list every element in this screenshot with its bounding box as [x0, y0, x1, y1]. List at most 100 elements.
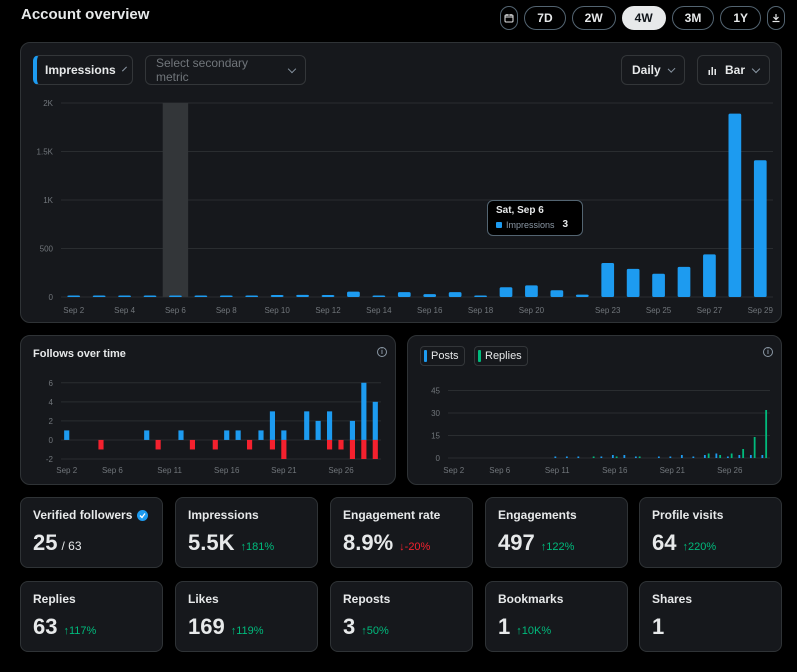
- impressions-bar[interactable]: [169, 295, 182, 298]
- replies-bar[interactable]: [753, 437, 756, 458]
- impressions-bar[interactable]: [474, 295, 487, 298]
- posts-bar[interactable]: [761, 455, 764, 458]
- primary-metric-dropdown[interactable]: Impressions: [33, 55, 133, 85]
- impressions-bar[interactable]: [728, 113, 742, 297]
- secondary-metric-dropdown[interactable]: Select secondary metric: [145, 55, 306, 85]
- follows-bar[interactable]: [315, 420, 321, 440]
- unfollows-bar[interactable]: [247, 439, 253, 450]
- impressions-bar[interactable]: [67, 295, 81, 298]
- unfollows-bar[interactable]: [338, 439, 344, 450]
- follows-bar[interactable]: [144, 430, 150, 440]
- legend-posts[interactable]: Posts: [420, 346, 465, 366]
- unfollows-bar[interactable]: [361, 439, 367, 459]
- impressions-bar[interactable]: [575, 294, 589, 297]
- metric-card-shares[interactable]: Shares 1: [639, 581, 782, 652]
- legend-replies[interactable]: Replies: [474, 346, 528, 366]
- unfollows-bar[interactable]: [372, 439, 378, 459]
- download-icon[interactable]: [767, 6, 785, 30]
- posts-bar[interactable]: [565, 456, 568, 459]
- follows-bar[interactable]: [235, 430, 241, 440]
- chart-type-dropdown[interactable]: Bar: [697, 55, 770, 85]
- impressions-bar[interactable]: [677, 266, 691, 297]
- impressions-bar[interactable]: [448, 292, 462, 297]
- follows-bar[interactable]: [258, 430, 264, 440]
- impressions-bar[interactable]: [372, 295, 386, 298]
- follows-bar[interactable]: [178, 430, 184, 440]
- metric-card-engagements[interactable]: Engagements 497 ↑122%: [485, 497, 628, 568]
- impressions-bar[interactable]: [194, 295, 208, 298]
- replies-bar[interactable]: [615, 456, 618, 459]
- impressions-bar[interactable]: [321, 295, 335, 297]
- follows-bar[interactable]: [64, 430, 70, 440]
- impressions-bar[interactable]: [652, 273, 665, 297]
- metric-card-reposts[interactable]: Reposts 3 ↑50%: [330, 581, 473, 652]
- impressions-bar[interactable]: [219, 295, 233, 298]
- posts-bar[interactable]: [726, 456, 729, 459]
- follows-bar[interactable]: [269, 411, 275, 440]
- posts-bar[interactable]: [692, 456, 695, 459]
- unfollows-bar[interactable]: [349, 439, 355, 459]
- metric-card-profile-visits[interactable]: Profile visits 64 ↑220%: [639, 497, 782, 568]
- follows-bar[interactable]: [281, 430, 287, 440]
- unfollows-bar[interactable]: [189, 439, 195, 450]
- posts-bar[interactable]: [577, 456, 580, 459]
- posts-bar[interactable]: [657, 456, 660, 459]
- posts-bar[interactable]: [738, 455, 741, 458]
- impressions-bar[interactable]: [626, 268, 640, 297]
- range-4w-button[interactable]: 4W: [621, 6, 666, 30]
- metric-card-verified-followers[interactable]: Verified followers 25/ 63: [20, 497, 163, 568]
- info-icon[interactable]: i: [377, 347, 387, 357]
- metric-card-replies[interactable]: Replies 63 ↑117%: [20, 581, 163, 652]
- unfollows-bar[interactable]: [98, 439, 104, 450]
- posts-bar[interactable]: [703, 455, 706, 458]
- impressions-bar[interactable]: [525, 285, 538, 297]
- follows-bar[interactable]: [372, 401, 378, 440]
- replies-bar[interactable]: [765, 410, 768, 458]
- range-2w-button[interactable]: 2W: [571, 6, 616, 30]
- impressions-bar[interactable]: [423, 294, 437, 297]
- impressions-bar[interactable]: [143, 295, 157, 298]
- replies-bar[interactable]: [592, 456, 595, 459]
- follows-bar[interactable]: [304, 411, 310, 440]
- info-icon[interactable]: i: [763, 347, 773, 357]
- unfollows-bar[interactable]: [269, 439, 275, 450]
- impressions-bar[interactable]: [118, 295, 131, 298]
- impressions-bar[interactable]: [703, 254, 716, 297]
- unfollows-bar[interactable]: [281, 439, 287, 459]
- metric-card-bookmarks[interactable]: Bookmarks 1 ↑10K%: [485, 581, 628, 652]
- range-1y-button[interactable]: 1Y: [720, 6, 761, 30]
- calendar-icon[interactable]: [500, 6, 519, 30]
- impressions-bar[interactable]: [270, 295, 284, 297]
- impressions-bar[interactable]: [347, 291, 360, 297]
- posts-bar[interactable]: [623, 455, 626, 458]
- posts-bar[interactable]: [715, 453, 718, 459]
- replies-bar[interactable]: [730, 453, 733, 459]
- replies-bar[interactable]: [707, 453, 710, 459]
- range-7d-button[interactable]: 7D: [524, 6, 566, 30]
- posts-bar[interactable]: [680, 455, 683, 458]
- impressions-bar[interactable]: [499, 287, 513, 297]
- impressions-bar[interactable]: [397, 292, 411, 297]
- impressions-bar[interactable]: [296, 294, 309, 297]
- follows-bar[interactable]: [327, 411, 333, 440]
- follows-bar[interactable]: [349, 420, 355, 440]
- interval-dropdown[interactable]: Daily: [621, 55, 685, 85]
- follows-bar[interactable]: [224, 430, 230, 440]
- posts-bar[interactable]: [669, 456, 672, 459]
- metric-card-likes[interactable]: Likes 169 ↑119%: [175, 581, 318, 652]
- metric-card-engagement-rate[interactable]: Engagement rate 8.9% ↓-20%: [330, 497, 473, 568]
- metric-card-impressions[interactable]: Impressions 5.5K ↑181%: [175, 497, 318, 568]
- posts-bar[interactable]: [611, 455, 614, 458]
- posts-bar[interactable]: [600, 456, 603, 459]
- impressions-bar[interactable]: [550, 290, 564, 297]
- replies-bar[interactable]: [719, 455, 722, 458]
- unfollows-bar[interactable]: [327, 439, 333, 450]
- posts-bar[interactable]: [554, 456, 557, 459]
- replies-bar[interactable]: [742, 449, 745, 458]
- follows-bar[interactable]: [361, 382, 367, 440]
- posts-bar[interactable]: [749, 455, 752, 458]
- posts-bar[interactable]: [634, 456, 637, 459]
- unfollows-bar[interactable]: [155, 439, 161, 450]
- impressions-bar[interactable]: [92, 295, 106, 298]
- impressions-bar[interactable]: [245, 295, 259, 298]
